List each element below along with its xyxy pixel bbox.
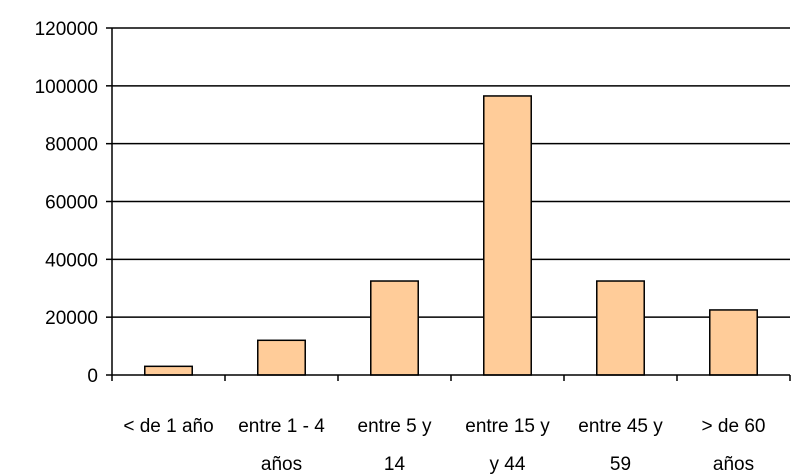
y-tick-label: 0 bbox=[87, 366, 98, 387]
y-tick-label: 100000 bbox=[35, 77, 98, 98]
x-category-label: entre 1 - 4 bbox=[238, 416, 325, 437]
x-tick-marks bbox=[111, 375, 791, 381]
bar bbox=[483, 95, 532, 376]
y-tick-label: 40000 bbox=[45, 250, 98, 271]
x-category-label: 14 bbox=[384, 454, 406, 474]
bars bbox=[144, 95, 758, 376]
y-tick-labels: 0 20000 40000 60000 80000 100000 120000 bbox=[35, 19, 112, 387]
x-category-label: entre 15 y bbox=[465, 416, 550, 437]
y-tick-label: 120000 bbox=[35, 19, 98, 40]
y-tick-label: 20000 bbox=[45, 308, 98, 329]
bar bbox=[257, 339, 306, 376]
bar bbox=[596, 280, 645, 376]
y-tick-label: 80000 bbox=[45, 135, 98, 156]
x-category-label: entre 5 y bbox=[358, 416, 432, 437]
x-category-label: años bbox=[261, 454, 302, 474]
x-category-label: > de 60 bbox=[702, 416, 766, 437]
gridlines bbox=[112, 27, 790, 318]
x-category-label: entre 45 y bbox=[578, 416, 663, 437]
bar bbox=[144, 365, 193, 376]
x-category-label: y 44 bbox=[490, 454, 526, 474]
x-category-label: 59 bbox=[610, 454, 631, 474]
x-category-label: < de 1 año bbox=[123, 416, 213, 437]
x-category-labels: < de 1 año entre 1 - 4 años entre 5 y 14 entr… bbox=[123, 416, 765, 474]
x-category-label: años bbox=[713, 454, 754, 474]
bar bbox=[709, 309, 758, 376]
bar bbox=[370, 280, 419, 376]
y-tick-label: 60000 bbox=[45, 193, 98, 214]
